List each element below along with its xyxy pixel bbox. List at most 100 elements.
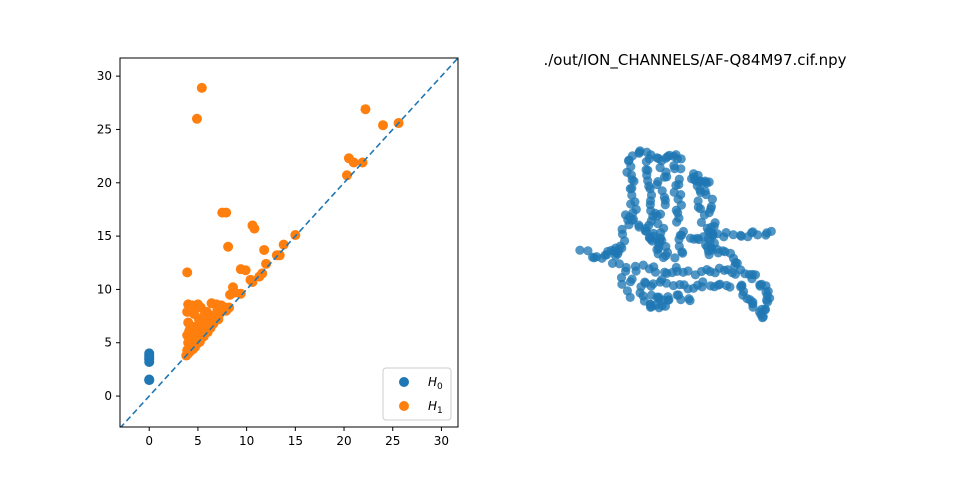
legend-h0-label: H0: [428, 375, 443, 392]
h1-point-0: [196, 82, 207, 93]
cloud-point-6: [629, 176, 639, 186]
cloud-point-127: [644, 154, 655, 164]
cloud-point-157: [614, 246, 624, 256]
point-cloud-plot-area: [575, 146, 776, 323]
cloud-point-159: [614, 259, 625, 269]
x-tick-label: 25: [385, 434, 400, 448]
cloud-point-74: [671, 180, 681, 190]
legend: H0 H1: [382, 367, 452, 421]
h1-point-10: [221, 207, 232, 218]
legend-h0-subscript: 0: [437, 382, 443, 392]
h1-point-3: [378, 120, 388, 131]
y-tick-label: 10: [97, 282, 112, 296]
x-tick-label: 0: [145, 434, 153, 448]
cloud-point-58: [652, 211, 662, 221]
cloud-point-144: [575, 245, 585, 255]
cloud-point-89: [677, 247, 687, 257]
cloud-point-257: [766, 226, 776, 236]
legend-h1-marker: [399, 401, 409, 411]
cloud-point-111: [701, 189, 711, 200]
cloud-point-112: [707, 194, 718, 204]
cloud-point-274: [747, 274, 757, 284]
x-axis-ticks: 0 5 10 15 20 25 30: [145, 427, 449, 448]
y-tick-label: 25: [97, 122, 112, 136]
persistence-diagram-frame: [119, 57, 459, 428]
h1-point-2: [360, 104, 371, 115]
cloud-point-163: [630, 261, 641, 271]
cloud-point-143: [704, 177, 714, 187]
x-tick-label: 20: [336, 434, 351, 448]
h1-point-8: [341, 170, 352, 181]
legend-h1-symbol: H: [428, 399, 437, 413]
cloud-point-227: [685, 296, 695, 306]
h0-point-1: [144, 374, 155, 385]
cloud-point-115: [704, 208, 714, 218]
h1-point-6: [348, 157, 359, 168]
h1-point-20: [182, 267, 193, 278]
h1-point-1: [191, 113, 202, 124]
cloud-point-225: [676, 295, 686, 305]
persistence-diagram-plot-area: [120, 58, 458, 427]
cloud-point-211: [725, 282, 735, 292]
legend-h1-label: H1: [428, 399, 443, 416]
x-tick-label: 15: [288, 434, 303, 448]
cloud-point-237: [663, 292, 673, 302]
cloud-point-213: [625, 292, 635, 302]
h0-point-7: [144, 348, 155, 359]
legend-h1-subscript: 1: [437, 406, 443, 416]
cloud-point-247: [721, 228, 731, 238]
cloud-point-167: [650, 267, 661, 277]
cloud-point-50: [659, 172, 670, 182]
y-axis-ticks: 0 5 10 15 20 25 30: [97, 69, 120, 403]
cloud-point-284: [762, 295, 772, 305]
y-tick-label: 5: [104, 336, 112, 350]
x-tick-label: 10: [239, 434, 254, 448]
cloud-point-145: [583, 246, 593, 256]
cloud-point-316: [661, 251, 671, 261]
y-tick-label: 15: [97, 229, 112, 243]
cloud-point-254: [753, 230, 763, 240]
cloud-point-158: [607, 258, 618, 268]
cloud-point-301: [748, 302, 758, 312]
h1-point-12: [249, 223, 260, 234]
h1-point-15: [223, 241, 234, 252]
cloud-point-118: [709, 221, 719, 231]
cloud-point-197: [661, 278, 672, 288]
cloud-point-186: [616, 273, 627, 283]
h1-point-16: [259, 244, 270, 255]
cloud-point-174: [683, 266, 693, 276]
legend-h0-symbol: H: [428, 375, 437, 389]
y-tick-label: 0: [104, 389, 112, 403]
cloud-point-205: [697, 282, 707, 292]
x-tick-label: 30: [434, 434, 449, 448]
diagonal-line: [120, 58, 458, 427]
cloud-point-189: [625, 277, 636, 287]
h1-point-22: [240, 265, 251, 276]
y-tick-label: 30: [97, 69, 112, 83]
cloud-point-52: [652, 179, 662, 190]
cloud-point-161: [621, 262, 631, 273]
cloud-point-187: [617, 279, 627, 289]
cloud-point-71: [676, 164, 686, 174]
cloud-point-86: [674, 234, 684, 244]
cloud-point-317: [670, 253, 680, 263]
cloud-point-248: [728, 230, 738, 240]
h1-point-30: [225, 289, 236, 300]
cloud-point-8: [627, 183, 637, 193]
cloud-point-56: [660, 200, 670, 210]
cloud-point-194: [648, 279, 658, 289]
legend-h0-marker: [399, 377, 409, 387]
cloud-point-99: [696, 217, 707, 227]
x-tick-label: 5: [194, 434, 202, 448]
h1-point-14: [278, 239, 289, 250]
cloud-point-291: [758, 312, 768, 322]
point-cloud-title: ./out/ION_CHANNELS/AF-Q84M97.cif.npy: [543, 51, 846, 70]
h1-point-26: [245, 274, 256, 285]
cloud-point-250: [736, 231, 746, 241]
y-tick-label: 20: [97, 176, 112, 190]
cloud-point-135: [676, 154, 686, 164]
cloud-point-269: [732, 258, 742, 268]
cloud-point-129: [653, 153, 664, 164]
